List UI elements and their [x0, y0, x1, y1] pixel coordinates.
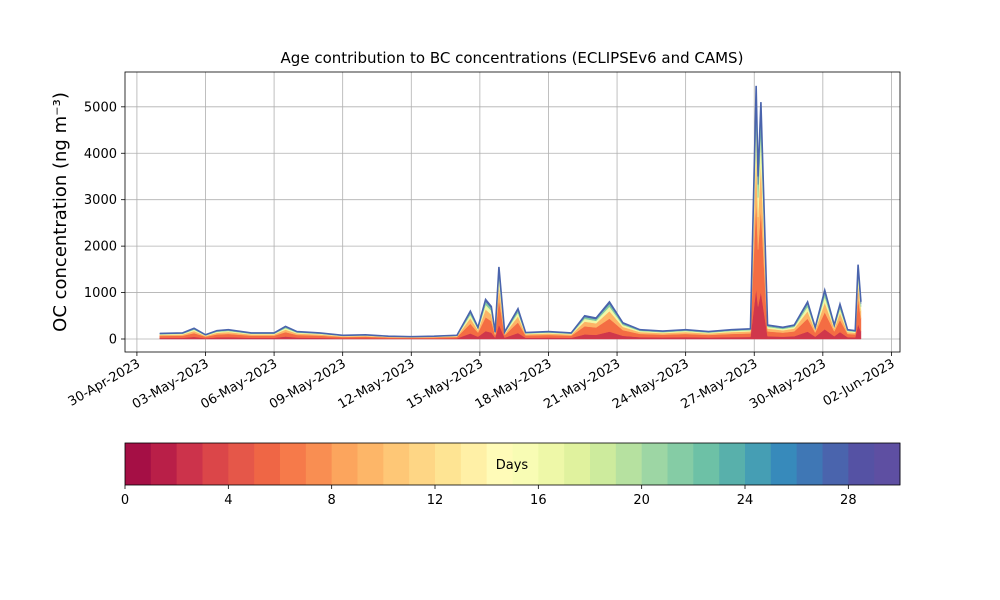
colorbar-swatch — [409, 443, 436, 485]
colorbar-tick-label: 4 — [224, 493, 232, 508]
x-tick-label: 21-May-2023 — [541, 356, 623, 412]
colorbar-tick-label: 12 — [427, 493, 444, 508]
colorbar-swatch — [512, 443, 539, 485]
x-tick-label: 18-May-2023 — [473, 356, 555, 412]
colorbar-swatch — [460, 443, 488, 485]
colorbar-tick-label: 16 — [530, 493, 547, 508]
colorbar-swatch — [280, 443, 307, 485]
colorbar-swatch — [693, 443, 720, 485]
chart-title: Age contribution to BC concentrations (E… — [281, 49, 744, 67]
colorbar-swatch — [615, 443, 643, 485]
colorbar-tick-label: 24 — [737, 493, 754, 508]
colorbar-swatch — [305, 443, 333, 485]
colorbar-tick-label: 8 — [328, 493, 336, 508]
colorbar-swatch — [176, 443, 203, 485]
colorbar-swatch — [770, 443, 798, 485]
y-tick-label: 4000 — [84, 147, 117, 162]
y-axis-label: OC concentration (ng m⁻³) — [50, 92, 71, 332]
x-tick-label: 06-May-2023 — [198, 356, 280, 412]
colorbar-swatch — [486, 443, 513, 485]
y-tick-label: 5000 — [84, 100, 117, 115]
colorbar-swatch — [848, 443, 875, 485]
colorbar-frame — [124, 442, 901, 486]
y-tick-label: 3000 — [84, 193, 117, 208]
colorbar-label: Days — [496, 458, 529, 473]
y-tick-label: 1000 — [84, 286, 117, 301]
x-tick-label: 27-May-2023 — [679, 356, 761, 412]
colorbar-swatch — [357, 443, 384, 485]
plot-frame — [124, 71, 901, 353]
y-tick-label: 0 — [109, 332, 117, 347]
colorbar-swatch — [228, 443, 255, 485]
colorbar-tick-label: 28 — [840, 493, 857, 508]
colorbar-swatch — [667, 443, 694, 485]
colorbar-swatch — [822, 443, 849, 485]
colorbar-swatch — [719, 443, 746, 485]
x-tick-label: 30-May-2023 — [747, 356, 829, 412]
y-tick-label: 2000 — [84, 240, 117, 255]
colorbar-tick-label: 0 — [121, 493, 129, 508]
top-line — [159, 85, 862, 338]
x-tick-label: 09-May-2023 — [267, 356, 349, 412]
colorbar-swatch — [150, 443, 178, 485]
colorbar-swatch — [641, 443, 668, 485]
colorbar-swatch — [125, 443, 152, 485]
colorbar-tick-label: 20 — [633, 493, 650, 508]
colorbar-swatch — [383, 443, 410, 485]
colorbar-swatch — [331, 443, 358, 485]
colorbar-swatch — [435, 443, 462, 485]
colorbar-swatch — [745, 443, 772, 485]
colorbar-swatch — [590, 443, 617, 485]
colorbar-swatch — [254, 443, 281, 485]
colorbar-swatch — [564, 443, 591, 485]
x-tick-label: 03-May-2023 — [130, 356, 212, 412]
colorbar-swatch — [874, 443, 901, 485]
colorbar-swatch — [796, 443, 823, 485]
x-tick-label: 12-May-2023 — [336, 356, 418, 412]
x-tick-label: 15-May-2023 — [404, 356, 486, 412]
x-tick-label: 24-May-2023 — [610, 356, 692, 412]
colorbar-swatch — [538, 443, 565, 485]
x-tick-label: 02-Jun-2023 — [821, 356, 898, 409]
colorbar-swatch — [202, 443, 229, 485]
